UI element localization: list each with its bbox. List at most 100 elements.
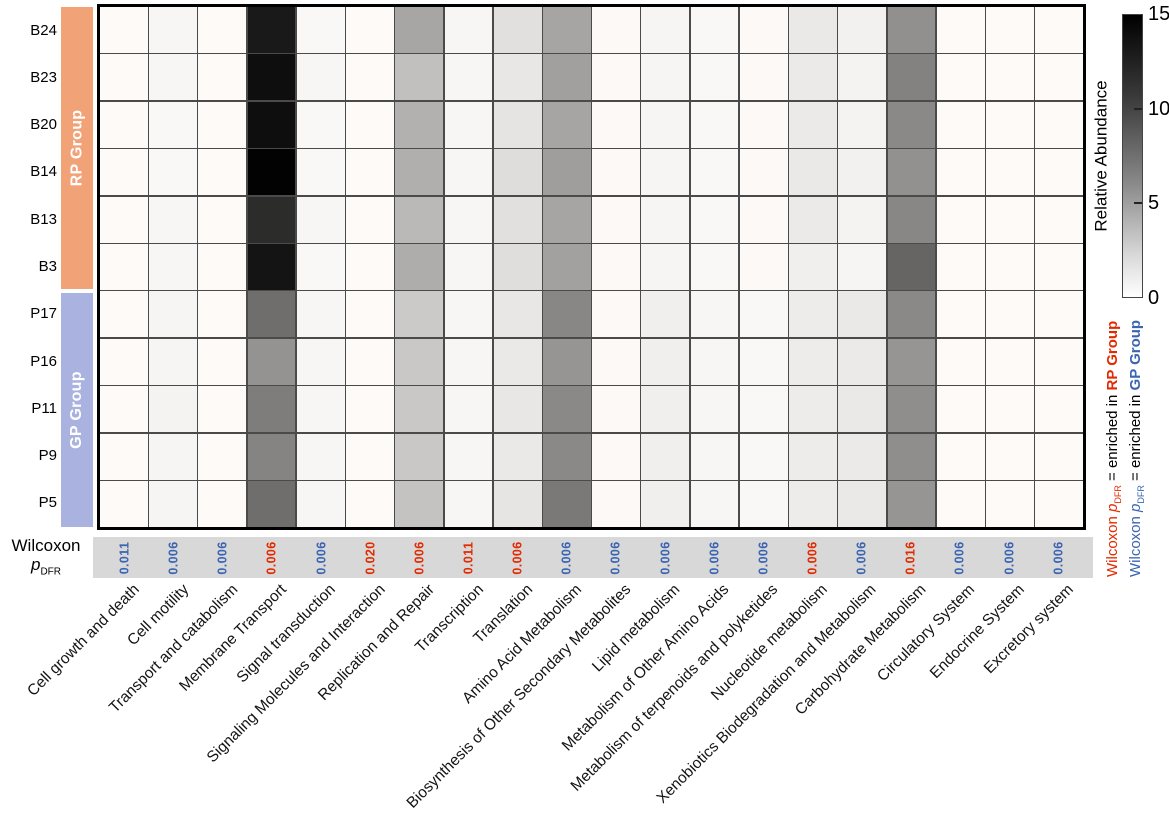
heatmap-cell-P17-c8 — [444, 291, 493, 338]
heatmap-cell-B13-c10 — [543, 196, 591, 243]
heatmap-cell-B24-c9 — [493, 7, 542, 53]
heatmap-cell-B24-c8 — [444, 7, 493, 53]
heatmap-cell-P9-c20 — [1035, 433, 1083, 480]
heatmap-cell-B3-c6 — [346, 244, 394, 290]
heatmap-cell-B14-c3 — [198, 149, 247, 196]
heatmap-cell-P9-c8 — [444, 433, 493, 480]
heatmap-cell-P9-c19 — [986, 433, 1034, 480]
heatmap-cell-P5-c11 — [592, 481, 640, 527]
heatmap-cell-B23-c19 — [986, 54, 1034, 101]
heatmap-cell-B14-c10 — [543, 149, 591, 196]
heatmap-cell-B3-c3 — [198, 244, 247, 290]
heatmap-cell-B23-c11 — [592, 54, 640, 101]
heatmap-cell-P9-c13 — [690, 433, 739, 480]
gp-group-label: GP Group — [68, 370, 86, 449]
heatmap-cell-P16-c17 — [887, 338, 936, 385]
heatmap-cell-P16-c19 — [986, 338, 1034, 385]
heatmap-cell-B20-c12 — [641, 101, 690, 148]
heatmap-cell-P16-c3 — [198, 338, 247, 385]
heatmap-cell-B20-c9 — [493, 101, 542, 148]
heatmap-cell-B3-c14 — [739, 244, 788, 290]
heatmap-cell-B3-c12 — [641, 244, 690, 290]
heatmap-cell-B20-c8 — [444, 101, 493, 148]
heatmap-cell-B14-c1 — [100, 149, 148, 196]
heatmap-cell-B13-c20 — [1035, 196, 1083, 243]
wilcoxon-pvalue-strip — [93, 537, 1093, 578]
x-axis-label-6: Signaling Molecules and Interaction — [203, 581, 389, 767]
heatmap-cell-P9-c7 — [395, 433, 444, 480]
heatmap-cell-P5-c18 — [936, 481, 985, 527]
pvalue-col-14: 0.006 — [756, 540, 771, 575]
heatmap-cell-B13-c18 — [936, 196, 985, 243]
heatmap-cell-P11-c1 — [100, 386, 148, 433]
pvalue-col-9: 0.006 — [510, 540, 525, 575]
heatmap-cell-P9-c5 — [296, 433, 345, 480]
row-label-B14: B14 — [30, 163, 57, 181]
heatmap-cell-B23-c14 — [739, 54, 788, 101]
heatmap-cell-B13-c15 — [789, 196, 837, 243]
pvalue-col-12: 0.006 — [658, 540, 673, 575]
heatmap-cell-P17-c10 — [543, 291, 591, 338]
row-label-B23: B23 — [30, 68, 57, 86]
pvalue-col-11: 0.006 — [609, 540, 624, 575]
heatmap-cell-B23-c4 — [247, 54, 296, 101]
gp-group-bar: GP Group — [61, 292, 93, 527]
heatmap-cell-B24-c13 — [690, 7, 739, 53]
heatmap-cell-P16-c10 — [543, 338, 591, 385]
heatmap-cell-P16-c1 — [100, 338, 148, 385]
heatmap-cell-P16-c13 — [690, 338, 739, 385]
heatmap-cell-P9-c11 — [592, 433, 640, 480]
heatmap-cell-P5-c13 — [690, 481, 739, 527]
heatmap-cell-B23-c8 — [444, 54, 493, 101]
heatmap-cell-B13-c8 — [444, 196, 493, 243]
heatmap-cell-P11-c14 — [739, 386, 788, 433]
heatmap-cell-P5-c7 — [395, 481, 444, 527]
colorbar-tick-15: 15 — [1148, 3, 1169, 25]
x-axis-label-11: Biosynthesis of Other Secondary Metaboli… — [403, 581, 635, 812]
heatmap-cell-B14-c9 — [493, 149, 542, 196]
heatmap-cell-P11-c8 — [444, 386, 493, 433]
heatmap-cell-B14-c17 — [887, 149, 936, 196]
row-label-B3: B3 — [38, 258, 57, 275]
pvalue-col-17: 0.016 — [903, 540, 918, 575]
heatmap-cell-B24-c1 — [100, 7, 148, 53]
heatmap-cell-P16-c7 — [395, 338, 444, 385]
heatmap-cell-P17-c20 — [1035, 291, 1083, 338]
pvalue-col-6: 0.020 — [363, 540, 378, 575]
heatmap-cell-B14-c2 — [149, 149, 197, 196]
heatmap-cell-P16-c4 — [247, 338, 296, 385]
heatmap-cell-B20-c7 — [395, 101, 444, 148]
heatmap-cell-P5-c14 — [739, 481, 788, 527]
x-axis-label-12: Lipid metabolism — [588, 581, 684, 676]
heatmap-cell-B3-c13 — [690, 244, 739, 290]
heatmap-cell-B13-c14 — [739, 196, 788, 243]
rp-group-bar: RP Group — [61, 7, 93, 289]
colorbar-gradient — [1122, 14, 1143, 298]
heatmap-cell-P11-c20 — [1035, 386, 1083, 433]
heatmap-cell-B24-c16 — [838, 7, 887, 53]
row-label-P9: P9 — [38, 447, 57, 465]
row-label-B20: B20 — [30, 116, 57, 134]
heatmap-cell-B3-c7 — [395, 244, 444, 290]
heatmap-cell-P11-c16 — [838, 386, 887, 433]
heatmap-cell-P16-c2 — [149, 338, 197, 385]
pvalue-col-16: 0.006 — [854, 540, 869, 575]
heatmap-cell-B14-c8 — [444, 149, 493, 196]
heatmap-cell-B3-c8 — [444, 244, 493, 290]
heatmap-cell-B20-c1 — [100, 101, 148, 148]
heatmap-cell-B3-c16 — [838, 244, 887, 290]
heatmap-cell-B14-c13 — [690, 149, 739, 196]
heatmap-cell-B13-c19 — [986, 196, 1034, 243]
heatmap-cell-P5-c8 — [444, 481, 493, 527]
heatmap-cell-P5-c16 — [838, 481, 887, 527]
heatmap-cell-B13-c5 — [296, 196, 345, 243]
heatmap-cell-P5-c12 — [641, 481, 690, 527]
heatmap-cell-P5-c4 — [247, 481, 296, 527]
heatmap-cell-P5-c20 — [1035, 481, 1083, 527]
wilcoxon-axis-label-line1: Wilcoxon — [11, 536, 81, 555]
heatmap-cell-P5-c3 — [198, 481, 247, 527]
heatmap-cell-P11-c7 — [395, 386, 444, 433]
heatmap-cell-B23-c10 — [543, 54, 591, 101]
heatmap-cell-P17-c3 — [198, 291, 247, 338]
